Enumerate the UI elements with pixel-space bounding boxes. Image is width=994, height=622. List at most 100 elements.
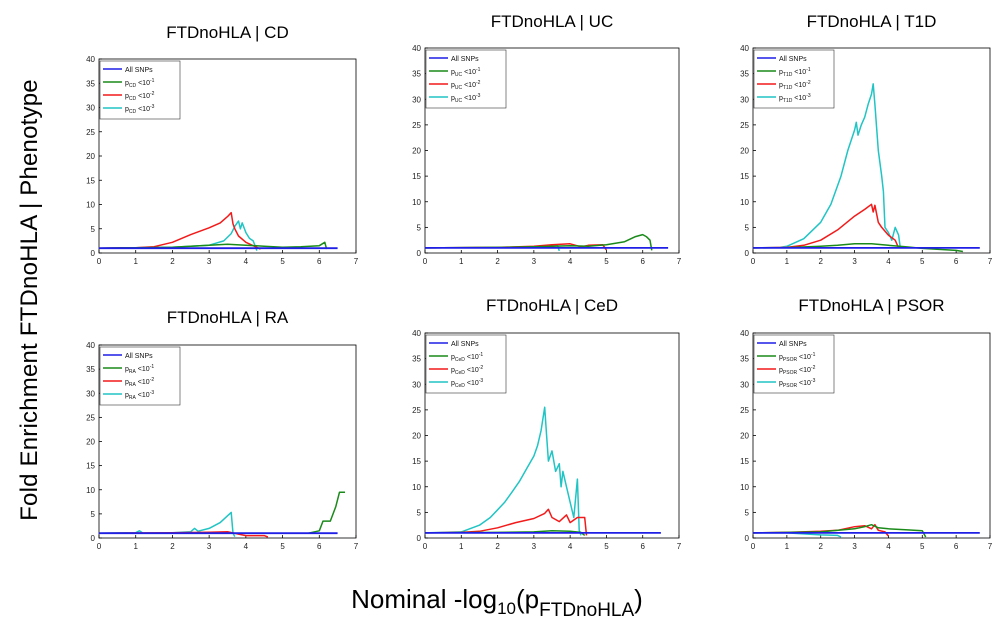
y-tick-label: 30 [740,380,749,389]
legend-box [753,49,835,109]
legend-label: pCeD <10-3 [451,378,483,389]
y-tick-label: 10 [740,483,749,492]
y-tick-label: 25 [86,128,95,137]
x-tick-label: 1 [133,542,138,551]
legend-label: pT1D <10-1 [779,67,811,78]
legend-label: pCD <10-3 [125,104,155,115]
chart-panel-2: FTDnoHLA | UC 0 5 10 15 20 25 30 35 40 0 1 2 3 4 5 6 7 All… [412,12,682,266]
x-tick-label: 5 [604,542,609,551]
y-tick-label: 30 [412,95,421,104]
x-label-close: ) [634,584,643,614]
y-tick-label: 35 [86,79,95,88]
y-tick-label: 0 [417,534,422,543]
x-tick-label: 4 [886,542,891,551]
series-line-p3 [99,511,236,537]
series-line-p2 [425,508,588,536]
y-tick-label: 15 [740,457,749,466]
y-tick-label: 10 [86,201,95,210]
chart-title: FTDnoHLA | UC [491,12,614,31]
x-tick-label: 2 [818,257,823,266]
legend-box [425,334,507,394]
y-tick-label: 35 [412,355,421,364]
y-tick-label: 0 [417,249,422,258]
legend-box [99,60,181,120]
x-tick-label: 3 [207,257,212,266]
x-tick-label: 3 [852,257,857,266]
series-line-p1 [99,241,328,250]
y-tick-label: 5 [417,508,422,517]
legend-label: All SNPs [451,56,479,63]
series-line-p1 [425,233,653,251]
y-tick-label: 30 [86,389,95,398]
x-label-main: Nominal -log [351,584,498,614]
y-tick-label: 35 [740,355,749,364]
y-tick-label: 5 [745,508,750,517]
legend-label: pCD <10-2 [125,91,155,102]
x-tick-label: 3 [532,542,537,551]
y-tick-label: 40 [412,329,421,338]
x-tick-label: 6 [954,257,959,266]
legend-label: pUC <10-2 [451,80,481,91]
y-tick-label: 0 [91,534,96,543]
x-label-base: 10 [497,599,517,618]
legend-box [99,346,181,406]
y-tick-label: 20 [86,152,95,161]
chart-panel-4: FTDnoHLA | RA 0 5 10 15 20 25 30 35 40 0 1 2 3 4 5 6 7 All… [86,308,359,551]
legend-label: pUC <10-1 [451,67,481,78]
x-tick-label: 7 [988,257,993,266]
legend-label: pPSOR <10-3 [779,378,816,389]
y-tick-label: 25 [412,121,421,130]
series-line-p3 [753,83,902,249]
x-tick-label: 6 [317,257,322,266]
x-tick-label: 1 [785,542,790,551]
legend-label: All SNPs [125,353,153,360]
chart-title: FTDnoHLA | CD [166,23,289,42]
y-tick-label: 0 [745,249,750,258]
y-tick-label: 25 [412,406,421,415]
series-line-p3 [425,406,582,536]
legend-label: pUC <10-3 [451,93,481,104]
chart-panel-1: FTDnoHLA | CD 0 5 10 15 20 25 30 35 40 0 1 2 3 4 5 6 7 All… [86,23,359,266]
x-tick-label: 2 [818,542,823,551]
series-line-p2 [99,211,261,250]
x-tick-label: 7 [354,257,359,266]
legend-label: pCeD <10-2 [451,365,483,376]
x-tick-label: 6 [640,257,645,266]
x-tick-label: 5 [920,257,925,266]
x-label-subscript: FTDnoHLA [539,600,635,621]
y-tick-label: 30 [86,104,95,113]
x-tick-label: 6 [954,542,959,551]
x-tick-label: 4 [568,542,573,551]
x-tick-label: 7 [677,257,682,266]
chart-panel-6: FTDnoHLA | PSOR 0 5 10 15 20 25 30 35 40 0 1 2 3 4 5 6 7 A… [740,296,993,551]
chart-panel-5: FTDnoHLA | CeD 0 5 10 15 20 25 30 35 40 0 1 2 3 4 5 6 7 Al… [412,296,682,551]
x-tick-label: 0 [751,542,756,551]
y-tick-label: 15 [86,176,95,185]
x-tick-label: 0 [423,257,428,266]
series-line-p2 [753,203,900,249]
x-tick-label: 1 [785,257,790,266]
x-tick-label: 4 [244,257,249,266]
y-tick-label: 25 [740,406,749,415]
legend-label: pRA <10-2 [125,377,154,388]
y-tick-label: 5 [417,223,422,232]
y-tick-label: 40 [86,55,95,64]
x-tick-label: 4 [886,257,891,266]
y-tick-label: 15 [86,462,95,471]
x-tick-label: 7 [354,542,359,551]
x-label-paren: (p [516,584,540,614]
y-tick-label: 35 [740,70,749,79]
x-tick-label: 0 [423,542,428,551]
y-tick-label: 10 [412,483,421,492]
x-tick-label: 2 [495,257,500,266]
x-tick-label: 7 [988,542,993,551]
y-tick-label: 20 [740,432,749,441]
y-tick-label: 5 [745,223,750,232]
x-tick-label: 6 [640,542,645,551]
x-tick-label: 5 [280,257,285,266]
y-tick-label: 15 [412,457,421,466]
y-tick-label: 40 [740,44,749,53]
y-tick-label: 0 [745,534,750,543]
x-tick-label: 5 [604,257,609,266]
